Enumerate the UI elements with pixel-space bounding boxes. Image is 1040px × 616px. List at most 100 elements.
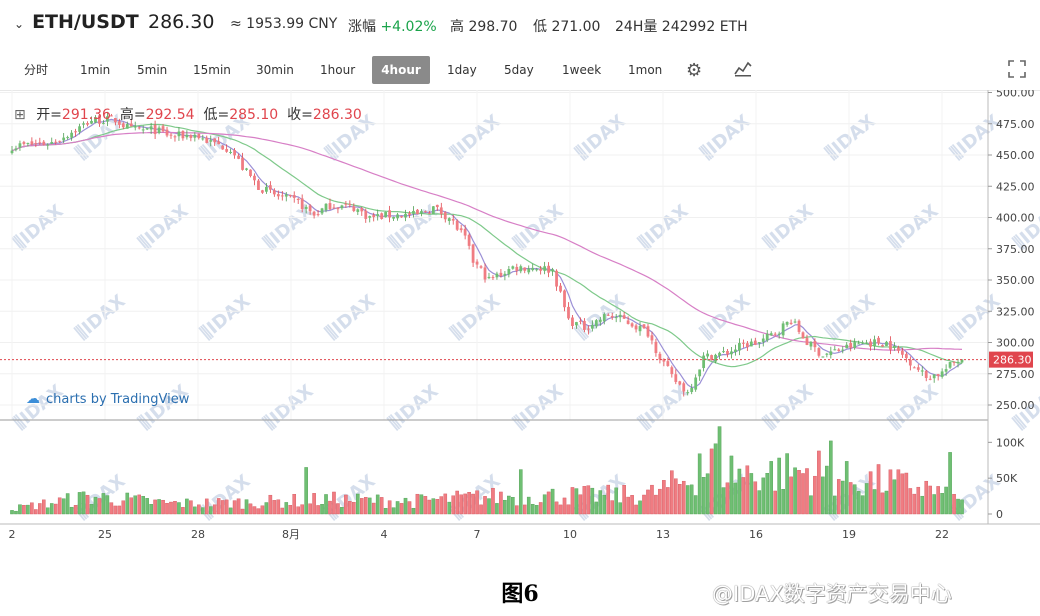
tf-5min[interactable]: 5min	[137, 63, 168, 77]
candle-214	[861, 340, 865, 345]
candle-120	[487, 272, 491, 280]
candle-62	[257, 179, 260, 190]
candle-230	[924, 369, 928, 382]
candle-53	[221, 145, 225, 150]
candle-body-200	[805, 338, 809, 345]
volume-bar-184	[741, 477, 746, 515]
volume-bar-97	[395, 501, 400, 515]
tf-15min[interactable]: 15min	[193, 63, 231, 77]
candle-229	[920, 366, 924, 376]
volume-bar-103	[419, 494, 424, 515]
candle-body-95	[388, 210, 392, 218]
volume-bar-165	[666, 487, 670, 515]
candle-52	[217, 136, 221, 145]
symbol-selector[interactable]: ⌄ ETH/USDT	[14, 11, 139, 33]
close-label: 收=	[287, 107, 313, 123]
volume-bar-2	[18, 504, 22, 515]
candle-100	[408, 211, 411, 218]
candle-body-60	[249, 169, 252, 176]
price-chart[interactable]: ⫼IDAX ⫼IDAX ⫼IDAX ⫼IDAX ⫼IDAX ⫼IDAX ⫼IDAX ⫼IDAX…	[0, 90, 1040, 540]
candle-body-25	[109, 115, 113, 117]
tf-realtime[interactable]: 分时	[24, 63, 49, 77]
tf-30min[interactable]: 30min	[256, 63, 294, 77]
volume-bar-115	[467, 492, 471, 515]
y-tick-2: 300.00	[996, 337, 1035, 350]
volume-bar-89	[363, 497, 368, 515]
candle-129	[523, 267, 527, 274]
candle-23	[102, 120, 105, 125]
volume-value: 242992 ETH	[661, 19, 748, 35]
candle-1	[14, 145, 18, 152]
volume-bar-56	[232, 500, 237, 515]
candle-body-59	[245, 168, 248, 170]
tf-4hour[interactable]: 4hour	[372, 56, 430, 84]
candle-147	[594, 318, 598, 329]
tf-1mon[interactable]: 1mon	[628, 63, 663, 77]
volume-bar-140	[566, 504, 571, 515]
candle-164	[662, 358, 666, 367]
candle-body-226	[908, 359, 912, 366]
candle-78	[320, 207, 324, 215]
volume-bar-29	[125, 492, 130, 515]
candle-body-142	[575, 322, 578, 326]
volume-bar-199	[801, 473, 805, 515]
candle-177	[714, 353, 717, 364]
candle-body-236	[948, 362, 952, 368]
candle-75	[308, 204, 312, 215]
volume-bar-99	[403, 497, 408, 515]
tf-1min[interactable]: 1min	[80, 63, 111, 77]
volume-bar-32	[137, 494, 141, 515]
volume-bar-34	[145, 498, 149, 515]
candle-body-91	[372, 214, 376, 218]
tf-1day[interactable]: 1day	[447, 63, 477, 77]
volume-bar-40	[169, 501, 173, 515]
candle-6	[34, 139, 38, 148]
time-axis: 2 25 28 8月 4 7 10 13 16 19 22	[9, 528, 950, 540]
volume-bar-144	[582, 486, 587, 515]
close-value: 286.30	[312, 107, 362, 123]
fullscreen-icon[interactable]	[1006, 58, 1028, 85]
volume-bar-36	[153, 499, 157, 515]
candle-21	[94, 115, 97, 124]
cloud-icon: ☁	[26, 391, 40, 407]
candle-body-21	[94, 117, 97, 123]
tradingview-credit[interactable]: ☁ charts by TradingView	[26, 391, 189, 407]
candle-103	[420, 208, 423, 217]
candle-body-103	[420, 211, 423, 214]
high-stat: 高 298.70	[450, 16, 517, 36]
volume-bar-26	[113, 505, 118, 515]
candle-109	[443, 211, 447, 223]
candle-153	[618, 310, 622, 323]
candle-body-8	[42, 141, 46, 145]
volume-bar-74	[304, 467, 308, 515]
gear-icon[interactable]: ⚙	[686, 60, 703, 81]
candle-60	[249, 169, 252, 178]
volume-bar-188	[757, 490, 762, 515]
candle-212	[853, 338, 857, 350]
candle-body-172	[694, 377, 698, 390]
candle-116	[471, 243, 475, 268]
candle-body-175	[706, 353, 709, 357]
candle-191	[769, 331, 773, 336]
volume-bar-215	[864, 483, 869, 515]
tf-1hour[interactable]: 1hour	[320, 63, 356, 77]
candle-body-180	[726, 350, 729, 355]
volume-bar-100	[407, 501, 412, 515]
candle-body-135	[547, 265, 551, 273]
candle-body-81	[332, 207, 336, 209]
tf-5day[interactable]: 5day	[504, 63, 534, 77]
volume-bar-33	[141, 495, 145, 515]
candle-92	[376, 209, 380, 221]
candle-body-86	[352, 206, 356, 211]
candle-33	[141, 125, 145, 134]
candle-body-39	[165, 129, 169, 136]
candle-15	[70, 130, 74, 141]
candle-body-203	[817, 348, 821, 356]
tf-1week[interactable]: 1week	[562, 63, 602, 77]
volume-bar-75	[308, 503, 312, 515]
indicators-icon[interactable]	[733, 58, 753, 83]
candle-171	[690, 383, 694, 395]
candle-161	[650, 331, 654, 345]
volume-bar-192	[773, 490, 777, 515]
tradingview-text: charts by TradingView	[46, 392, 190, 407]
